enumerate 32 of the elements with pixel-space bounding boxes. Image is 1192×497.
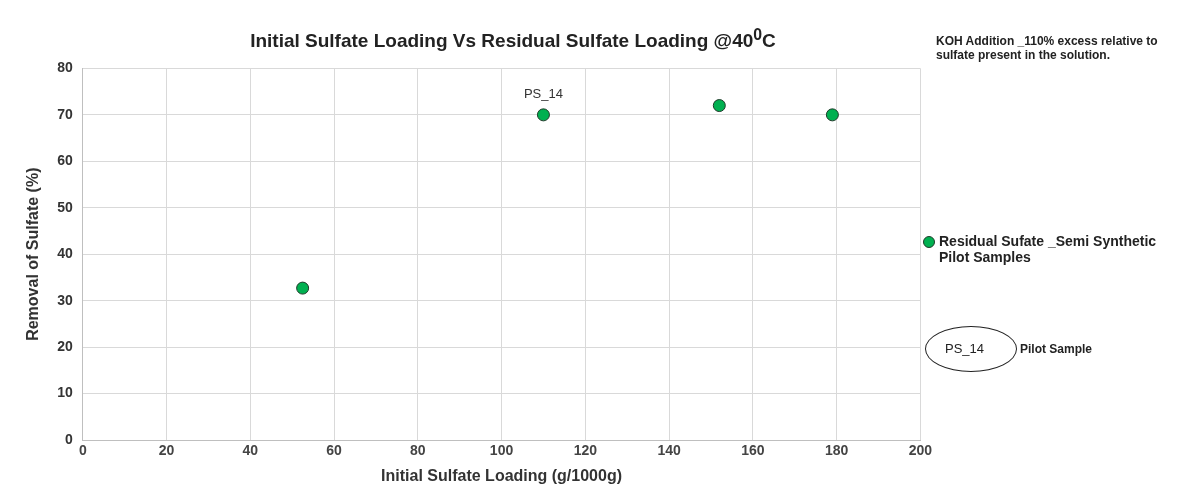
x-axis-title: Initial Sulfate Loading (g/1000g) <box>381 466 623 484</box>
y-axis-title: Removal of Sulfate (%) <box>24 167 42 341</box>
x-tick-label: 140 <box>657 442 681 459</box>
x-tick-label: 40 <box>242 442 259 459</box>
point <box>296 281 310 295</box>
point <box>536 108 550 122</box>
y-tick-label: 50 <box>57 198 73 215</box>
y-tick-label: 30 <box>57 291 73 308</box>
x-tick-label: 180 <box>824 442 849 459</box>
text: KOH Addition _110% excess relative to sulfate present in the solution. <box>936 34 1159 62</box>
legend-label: Residual Sufate _Semi Synthetic Pilot Samples <box>939 233 1158 265</box>
x-tick-label: 100 <box>489 442 514 459</box>
y-tick-label: 40 <box>57 245 73 262</box>
chart-title: Initial Sulfate Loading Vs Residual Sulfate Loading @40$^{0}$C <box>249 26 777 53</box>
y-tick-label: 10 <box>57 384 73 401</box>
point <box>825 108 839 122</box>
x-tick-label: 120 <box>573 442 598 459</box>
x-tick-label: 20 <box>158 442 175 459</box>
x-tick-label: 160 <box>741 442 765 459</box>
point <box>712 99 726 113</box>
y-tick-label: 70 <box>57 105 73 122</box>
text: Pilot Sample <box>1020 342 1093 356</box>
y-tick-label: 60 <box>57 152 73 169</box>
x-tick-label: 200 <box>908 442 933 459</box>
y-tick-label: 80 <box>57 59 73 76</box>
x-tick-label: 0 <box>78 442 87 459</box>
y-tick-label: 20 <box>57 337 73 354</box>
y-tick-label: 0 <box>64 430 73 447</box>
x-tick-label: 80 <box>410 442 426 459</box>
text: PS_14 <box>945 341 985 356</box>
x-tick-label: 60 <box>326 442 343 459</box>
annotation: PS_14 <box>523 85 563 101</box>
